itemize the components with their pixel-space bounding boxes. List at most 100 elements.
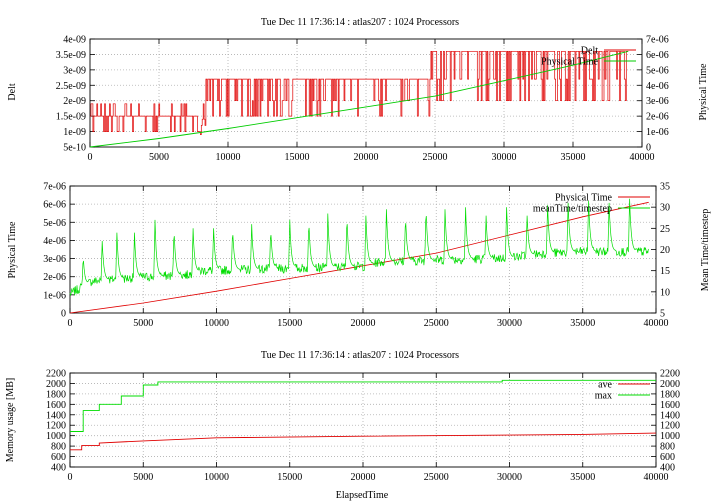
chart-memory-usage: Tue Dec 11 17:36:14 : atlas207 : 1024 Pr…	[5, 350, 680, 501]
y-tick-label: 1400	[46, 410, 66, 421]
legend-label: Delt	[581, 46, 598, 57]
y2-tick-label: 25	[660, 224, 670, 235]
x-tick-label: 15000	[277, 472, 302, 483]
y2-tick-label: 0	[646, 143, 651, 154]
y-tick-label: 1e-09	[63, 127, 86, 138]
legend-label: Physical Time	[541, 57, 599, 68]
y2-tick-label: 30	[660, 203, 670, 214]
y2-tick-label: 5	[660, 309, 665, 320]
y-tick-label: 2e-06	[43, 272, 66, 283]
y2-tick-label: 6e-06	[646, 50, 669, 61]
series-ave-line	[70, 432, 657, 451]
series-physical-time-line	[89, 50, 629, 148]
y2-tick-label: 10	[660, 287, 670, 298]
y-tick-label: 3e-09	[63, 65, 86, 76]
y-tick-label: 0	[61, 309, 66, 320]
y2-tick-label: 400	[660, 463, 675, 474]
x-tick-label: 0	[88, 152, 93, 163]
y2-tick-label: 1400	[660, 410, 680, 421]
x-tick-label: 30000	[492, 152, 517, 163]
x-tick-label: 40000	[630, 152, 655, 163]
y2-tick-label: 600	[660, 452, 675, 463]
plot-frame	[69, 185, 657, 314]
chart-delt-physical-time: Tue Dec 11 17:36:14 : atlas207 : 1024 Pr…	[7, 17, 709, 163]
y2-tick-label: 1600	[660, 400, 680, 411]
y2-tick-label: 5e-06	[646, 65, 669, 76]
x-tick-label: 20000	[354, 152, 379, 163]
x-tick-label: 40000	[644, 318, 669, 329]
chart3-ylabel: Memory usage [MB]	[5, 378, 16, 462]
chart3-xlabel: ElapsedTime	[336, 490, 389, 501]
series-delt-line	[90, 50, 629, 136]
y-tick-label: 400	[51, 463, 66, 474]
y2-tick-label: 1800	[660, 389, 680, 400]
legend-label: meanTime/timestep	[533, 204, 612, 215]
chart2-ylabel: Physical Time	[7, 221, 18, 279]
chart-physical-time-mean-timestep: Physical Time Mean Time/timestep 0 5000 10…	[7, 182, 711, 330]
series-mean-time-line	[69, 198, 649, 296]
x-tick-label: 30000	[497, 472, 522, 483]
chart1-title: Tue Dec 11 17:36:14 : atlas207 : 1024 Pr…	[261, 17, 459, 28]
y-tick-label: 5e-10	[63, 143, 86, 154]
y-tick-label: 2000	[46, 379, 66, 390]
chart3-title: Tue Dec 11 17:36:14 : atlas207 : 1024 Pr…	[261, 350, 459, 361]
y2-tick-label: 800	[660, 442, 675, 453]
legend-label: max	[595, 391, 612, 402]
y-tick-label: 1600	[46, 400, 66, 411]
y-tick-label: 5e-06	[43, 218, 66, 229]
x-tick-label: 10000	[204, 318, 229, 329]
chart2-y2label: Mean Time/timestep	[700, 209, 711, 292]
x-tick-label: 5000	[149, 152, 169, 163]
plot-frame	[89, 38, 643, 148]
y-tick-label: 2.5e-09	[56, 81, 86, 92]
y-tick-label: 2200	[46, 369, 66, 380]
y-tick-label: 1e-06	[43, 290, 66, 301]
x-tick-label: 5000	[133, 472, 153, 483]
x-tick-label: 35000	[570, 318, 595, 329]
legend-label: Physical Time	[555, 193, 613, 204]
y-tick-label: 1.5e-09	[56, 112, 86, 123]
x-tick-label: 35000	[570, 472, 595, 483]
y-tick-label: 800	[51, 442, 66, 453]
y-tick-label: 2e-09	[63, 96, 86, 107]
plot-frame	[69, 372, 657, 468]
x-tick-label: 35000	[561, 152, 586, 163]
x-tick-label: 40000	[644, 472, 669, 483]
x-tick-label: 0	[68, 472, 73, 483]
y2-tick-label: 1000	[660, 431, 680, 442]
x-tick-label: 30000	[497, 318, 522, 329]
chart1-ylabel: Delt	[7, 83, 18, 100]
y2-tick-label: 3e-06	[646, 96, 669, 107]
y-tick-label: 600	[51, 452, 66, 463]
y-tick-label: 1800	[46, 389, 66, 400]
y-tick-label: 6e-06	[43, 200, 66, 211]
x-tick-label: 10000	[216, 152, 241, 163]
series-max-line	[70, 379, 656, 432]
x-tick-label: 20000	[351, 472, 376, 483]
y2-tick-label: 2200	[660, 369, 680, 380]
x-tick-label: 5000	[133, 318, 153, 329]
y2-tick-label: 1e-06	[646, 127, 669, 138]
x-tick-label: 25000	[423, 152, 448, 163]
y2-tick-label: 35	[660, 182, 670, 193]
chart1-y2label: Physical Time	[698, 63, 709, 121]
y2-tick-label: 1200	[660, 421, 680, 432]
x-tick-label: 20000	[351, 318, 376, 329]
y2-tick-label: 2000	[660, 379, 680, 390]
x-tick-label: 0	[68, 318, 73, 329]
y-tick-label: 7e-06	[43, 182, 66, 193]
y-tick-label: 4e-09	[63, 35, 86, 46]
y-tick-label: 4e-06	[43, 236, 66, 247]
x-tick-label: 15000	[277, 318, 302, 329]
y-tick-label: 3.5e-09	[56, 50, 86, 61]
x-tick-label: 15000	[285, 152, 310, 163]
y-tick-label: 3e-06	[43, 254, 66, 265]
y2-tick-label: 15	[660, 266, 670, 277]
y2-tick-label: 2e-06	[646, 112, 669, 123]
x-tick-label: 25000	[424, 472, 449, 483]
legend-label: ave	[598, 380, 612, 391]
y-tick-label: 1200	[46, 421, 66, 432]
y2-tick-label: 4e-06	[646, 81, 669, 92]
y2-tick-label: 20	[660, 245, 670, 256]
